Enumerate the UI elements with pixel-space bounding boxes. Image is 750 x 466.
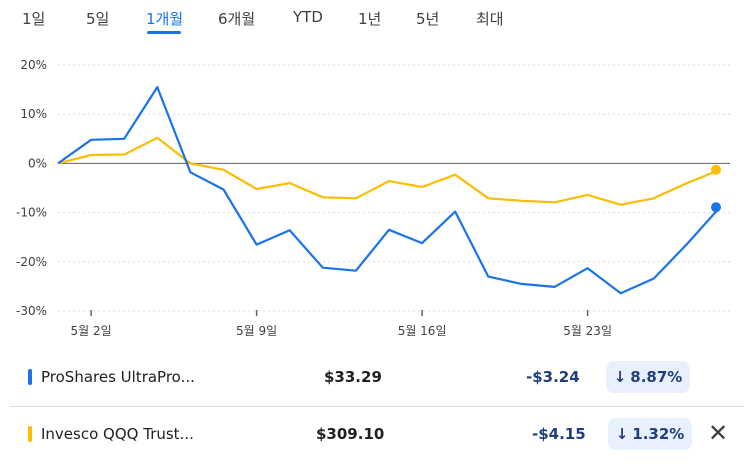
series-endpoint-0	[711, 202, 721, 213]
tab-max[interactable]: 최대	[476, 10, 504, 28]
y-tick-label: 10%	[20, 107, 47, 121]
series-endpoint-1	[711, 164, 721, 175]
percent-change-value: 1.32%	[632, 425, 685, 443]
series-name: Invesco QQQ Trust...	[41, 425, 194, 443]
chart-series	[57, 85, 721, 295]
tab-6m[interactable]: 6개월	[218, 10, 256, 28]
y-tick-label: 0%	[28, 156, 47, 170]
series-color-swatch	[28, 426, 32, 442]
price-value: $309.10	[316, 425, 385, 443]
close-icon[interactable]: ✕	[707, 419, 729, 447]
tab-1m[interactable]: 1개월	[146, 10, 184, 28]
y-axis-labels: 20% 10% 0% -10% -20% -30%	[16, 58, 47, 318]
percent-change-badge: ↓ 1.32%	[608, 418, 692, 450]
tab-ytd[interactable]: YTD	[293, 8, 323, 26]
y-tick-label: -30%	[16, 304, 47, 318]
x-tick-label: 5월 23일	[563, 324, 612, 338]
legend-row-invesco[interactable]: Invesco QQQ Trust... $309.10 -$4.15 ↓ 1.…	[10, 406, 744, 461]
series-line-0	[57, 85, 721, 295]
series-name: ProShares UltraPro...	[41, 368, 195, 386]
arrow-down-icon: ↓	[613, 368, 627, 386]
range-tabs: 1일 5일 1개월 6개월 YTD 1년 5년 최대	[0, 0, 750, 40]
y-tick-label: -20%	[16, 255, 47, 269]
active-tab-indicator	[147, 31, 181, 34]
x-tick-label: 5월 16일	[398, 324, 447, 338]
price-value: $33.29	[324, 368, 382, 386]
x-tick-label: 5월 9일	[236, 324, 277, 338]
series-color-swatch	[28, 369, 32, 385]
tab-1y[interactable]: 1년	[358, 10, 382, 28]
y-tick-label: -10%	[16, 206, 47, 220]
arrow-down-icon: ↓	[615, 425, 629, 443]
tab-1d[interactable]: 1일	[22, 10, 46, 28]
x-axis-labels: 5월 2일 5월 9일 5월 16일 5월 23일	[71, 310, 612, 338]
price-change: -$4.15	[532, 425, 586, 443]
price-change: -$3.24	[526, 368, 580, 386]
y-tick-label: 20%	[20, 58, 47, 72]
legend-row-proshares[interactable]: ProShares UltraPro... $33.29 -$3.24 ↓ 8.…	[10, 350, 744, 404]
comparison-line-chart[interactable]: 20%10%0%-10%-20%-30% 5월 2일 5월 9일 5월 16일 5월 …	[0, 50, 750, 350]
chart-grid	[58, 64, 730, 312]
percent-change-badge: ↓ 8.87%	[606, 361, 690, 393]
x-tick-label: 5월 2일	[71, 324, 112, 338]
series-line-1	[57, 136, 721, 206]
tab-5d[interactable]: 5일	[86, 10, 110, 28]
percent-change-value: 8.87%	[630, 368, 683, 386]
tab-5y[interactable]: 5년	[416, 10, 440, 28]
